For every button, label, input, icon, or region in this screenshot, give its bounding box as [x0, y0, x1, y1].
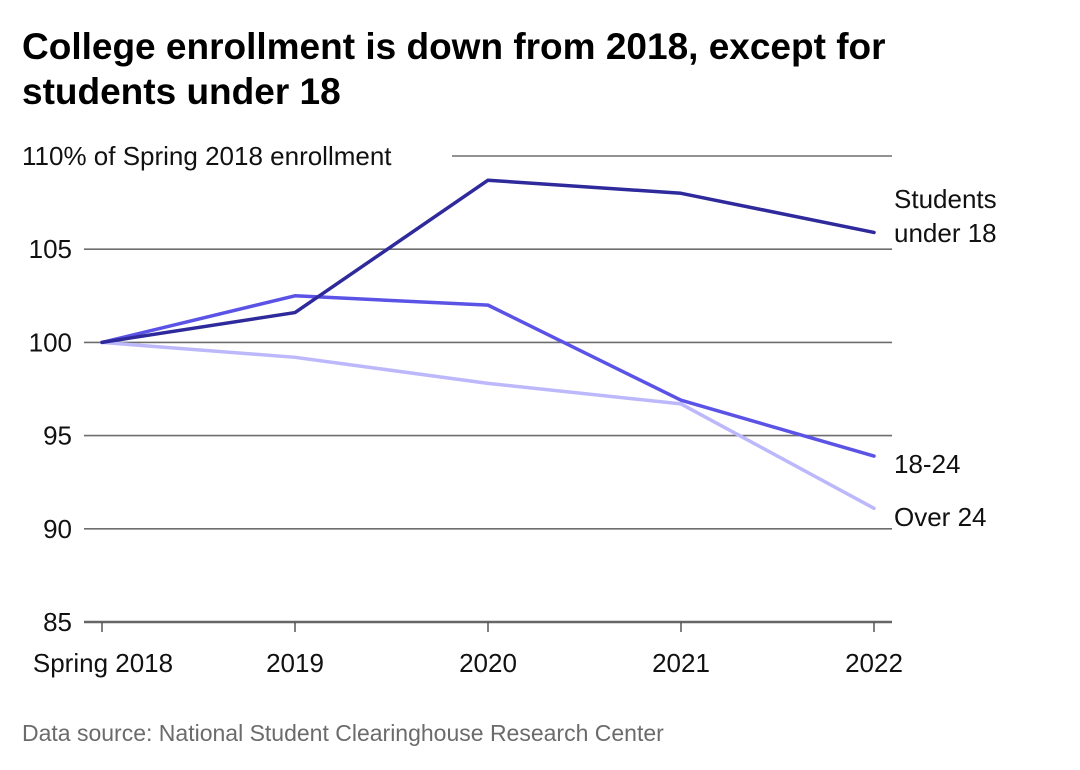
- series-lines: [100, 178, 876, 511]
- x-axis: Spring 2018 2019 2020 2021 2022: [33, 622, 903, 678]
- series-label: Over 24: [894, 502, 987, 532]
- series-line-students-under-18: [100, 178, 876, 345]
- series-label: Students: [894, 184, 997, 214]
- y-tick-label-95: 95: [43, 421, 72, 451]
- y-tick-label-105: 105: [29, 234, 72, 264]
- y-tick-label-85: 85: [43, 607, 72, 637]
- series-label: under 18: [894, 218, 997, 248]
- y-tick-label-90: 90: [43, 514, 72, 544]
- x-tick-label: 2019: [266, 648, 324, 678]
- y-axis-tick-labels: 85 90 95 100 105 110% of Spring 2018 enrollme…: [22, 141, 392, 637]
- series-label: 18-24: [894, 449, 961, 479]
- series-line-over-24: [100, 340, 876, 511]
- gridlines: [84, 155, 892, 624]
- x-tick-label: 2021: [652, 648, 710, 678]
- x-tick-label: Spring 2018: [33, 648, 173, 678]
- y-tick-label-110: 110% of Spring 2018 enrollment: [22, 141, 392, 171]
- y-tick-label-100: 100: [29, 327, 72, 357]
- series-line-18-24: [100, 294, 876, 458]
- x-tick-label: 2020: [459, 648, 517, 678]
- data-source-note: Data source: National Student Clearingho…: [22, 720, 664, 746]
- series-labels: Students under 18 18-24 Over 24: [894, 184, 997, 532]
- chart-title: College enrollment is down from 2018, ex…: [22, 26, 886, 112]
- x-tick-label: 2022: [845, 648, 903, 678]
